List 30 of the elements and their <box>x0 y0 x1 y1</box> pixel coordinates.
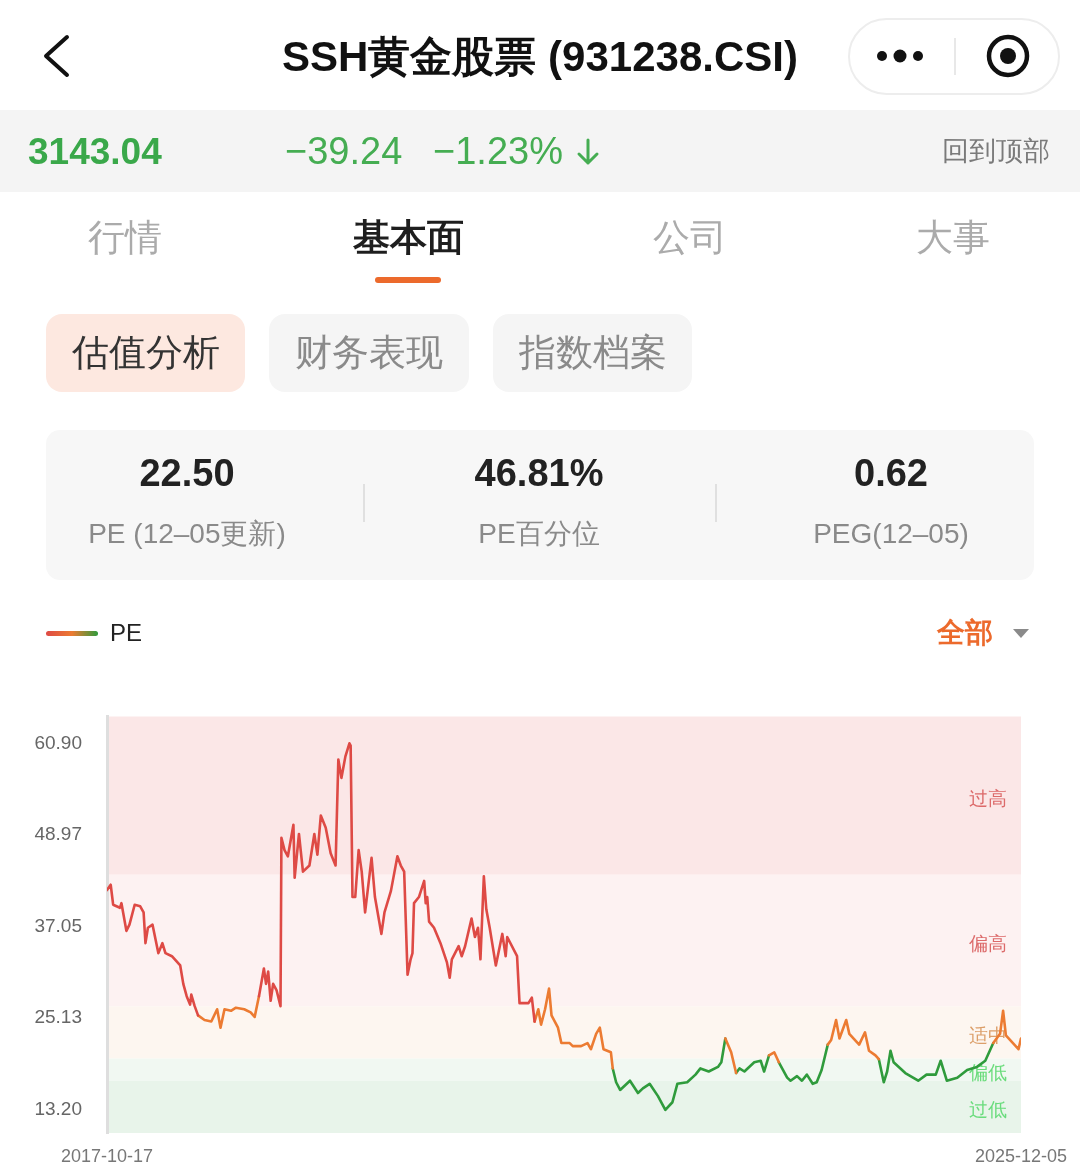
y-tick-label: 37.05 <box>34 914 82 936</box>
text: 0.62 <box>854 452 928 496</box>
band-label: 偏高 <box>968 932 1007 954</box>
text: 22.50 <box>139 452 235 496</box>
text: 46.81% <box>474 452 604 496</box>
text: PE (12–05更新) <box>88 517 286 551</box>
legend-label: PE <box>110 619 143 647</box>
text: 公司 <box>653 216 727 260</box>
text: 回到顶部 <box>942 136 1050 168</box>
y-tick-label: 48.97 <box>34 823 82 845</box>
y-tick-label: 13.20 <box>34 1098 82 1120</box>
text: 全部 <box>937 616 993 650</box>
band-label: 过高 <box>968 787 1007 809</box>
button: 财务表现 <box>269 314 469 392</box>
text: −1.23% <box>433 130 563 174</box>
text: 基本面 <box>352 216 464 260</box>
y-tick-label: 25.13 <box>34 1006 82 1028</box>
band-label: 过低 <box>968 1099 1007 1121</box>
x-tick-label: 2025-12-05 <box>974 1145 1067 1166</box>
text: 行情 <box>88 216 162 260</box>
x-tick-label: 2017-10-17 <box>60 1145 154 1166</box>
button: 指数档案 <box>493 314 692 392</box>
text: −39.24 <box>285 130 403 174</box>
text: 大事 <box>916 216 990 260</box>
text: 3143.04 <box>28 130 162 174</box>
text: PEG(12–05) <box>813 517 969 551</box>
text: PE百分位 <box>478 517 600 551</box>
text: SSH黄金股票 (931238.CSI) <box>282 32 798 82</box>
button: 估值分析 <box>46 314 245 392</box>
y-tick-label: 60.90 <box>34 731 82 753</box>
